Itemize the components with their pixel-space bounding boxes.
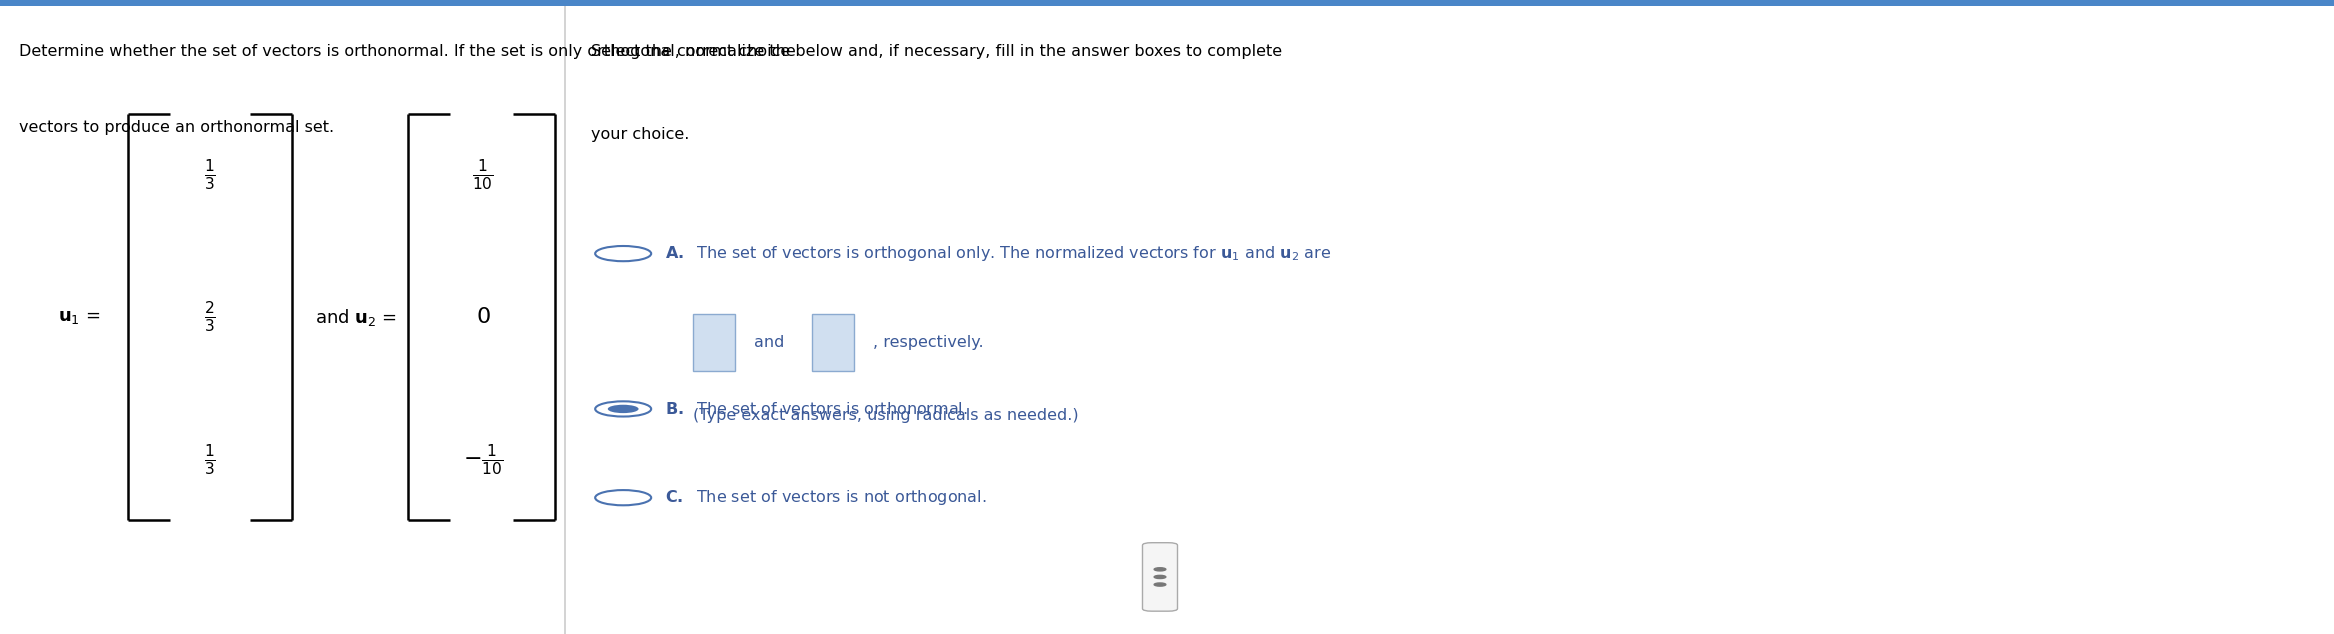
Text: your choice.: your choice. <box>591 127 689 142</box>
Circle shape <box>1155 568 1167 571</box>
Circle shape <box>607 404 640 413</box>
Bar <box>0 0 2334 6</box>
Text: $\mathbf{u}_1$ =: $\mathbf{u}_1$ = <box>58 308 100 326</box>
Text: and $\mathbf{u}_2$ =: and $\mathbf{u}_2$ = <box>315 306 397 328</box>
Circle shape <box>1155 583 1167 586</box>
Text: $\frac{1}{3}$: $\frac{1}{3}$ <box>203 157 217 192</box>
Text: $\mathbf{B.}$  The set of vectors is orthonormal.: $\mathbf{B.}$ The set of vectors is orth… <box>665 401 969 417</box>
Text: $0$: $0$ <box>476 307 490 327</box>
Text: , respectively.: , respectively. <box>873 335 983 350</box>
Text: vectors to produce an orthonormal set.: vectors to produce an orthonormal set. <box>19 120 334 136</box>
Text: $\frac{2}{3}$: $\frac{2}{3}$ <box>203 299 217 335</box>
Text: $\mathbf{A.}$  The set of vectors is orthogonal only. The normalized vectors for: $\mathbf{A.}$ The set of vectors is orth… <box>665 244 1330 263</box>
Text: and: and <box>754 335 784 350</box>
Text: $-\frac{1}{10}$: $-\frac{1}{10}$ <box>462 442 504 477</box>
FancyBboxPatch shape <box>812 314 854 371</box>
Text: Select the correct choice below and, if necessary, fill in the answer boxes to c: Select the correct choice below and, if … <box>591 44 1281 60</box>
Circle shape <box>1155 576 1167 578</box>
Text: $\frac{1}{3}$: $\frac{1}{3}$ <box>203 442 217 477</box>
Text: $\frac{1}{10}$: $\frac{1}{10}$ <box>471 157 495 192</box>
Text: $\mathbf{C.}$  The set of vectors is not orthogonal.: $\mathbf{C.}$ The set of vectors is not … <box>665 488 987 507</box>
Text: (Type exact answers, using radicals as needed.): (Type exact answers, using radicals as n… <box>693 408 1078 423</box>
FancyBboxPatch shape <box>693 314 735 371</box>
Text: Determine whether the set of vectors is orthonormal. If the set is only orthogon: Determine whether the set of vectors is … <box>19 44 796 60</box>
FancyBboxPatch shape <box>1144 543 1176 611</box>
